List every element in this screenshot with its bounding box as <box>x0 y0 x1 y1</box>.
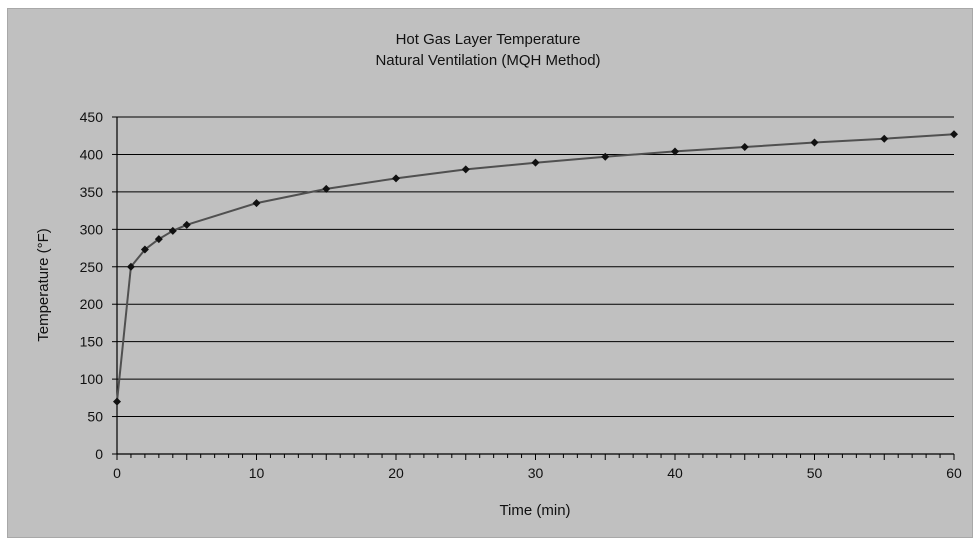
y-tick-label: 200 <box>80 296 104 312</box>
y-tick-label: 400 <box>80 146 104 162</box>
data-point <box>810 138 819 147</box>
y-tick-label: 150 <box>80 334 104 350</box>
chart-subtitle: Natural Ventilation (MQH Method) <box>375 52 601 69</box>
y-tick-label: 300 <box>80 221 104 237</box>
series-layer <box>113 130 958 406</box>
data-point <box>252 199 261 208</box>
data-point <box>140 245 149 254</box>
y-tick-label: 350 <box>80 184 104 200</box>
data-point <box>322 184 331 193</box>
data-point <box>392 174 400 183</box>
y-tick-label: 0 <box>95 446 103 462</box>
data-point <box>671 147 679 156</box>
label-layer: Time (min) Temperature (°F) <box>35 228 571 519</box>
x-tick-label: 60 <box>946 465 962 481</box>
y-tick-label: 250 <box>80 259 104 275</box>
data-point <box>740 142 749 151</box>
data-point <box>182 220 191 229</box>
x-tick-label: 0 <box>113 465 121 481</box>
data-point <box>126 262 135 271</box>
y-tick-label: 50 <box>87 409 103 425</box>
data-point <box>880 134 889 143</box>
y-tick-label: 450 <box>80 109 104 125</box>
data-point <box>113 397 121 406</box>
chart-panel <box>7 8 973 538</box>
x-tick-label: 30 <box>528 465 544 481</box>
axis-layer: 0 50 100 150 200 250 300 350 400 450 0 10 20 30 40 50 60 <box>80 109 962 481</box>
data-point <box>531 158 540 167</box>
grid-layer <box>117 116 954 418</box>
y-tick-label: 100 <box>80 371 104 387</box>
x-tick-label: 10 <box>249 465 265 481</box>
x-axis-label: Time (min) <box>499 502 570 519</box>
series-line <box>116 133 955 402</box>
data-point <box>168 226 177 235</box>
x-tick-label: 40 <box>667 465 683 481</box>
data-point <box>950 130 958 139</box>
y-axis-label: Temperature (°F) <box>35 228 52 342</box>
chart-title: Hot Gas Layer Temperature <box>395 31 581 48</box>
x-tick-label: 20 <box>388 465 404 481</box>
data-point <box>461 165 470 174</box>
data-point <box>154 235 163 244</box>
x-tick-label: 50 <box>807 465 823 481</box>
data-point <box>601 152 610 161</box>
